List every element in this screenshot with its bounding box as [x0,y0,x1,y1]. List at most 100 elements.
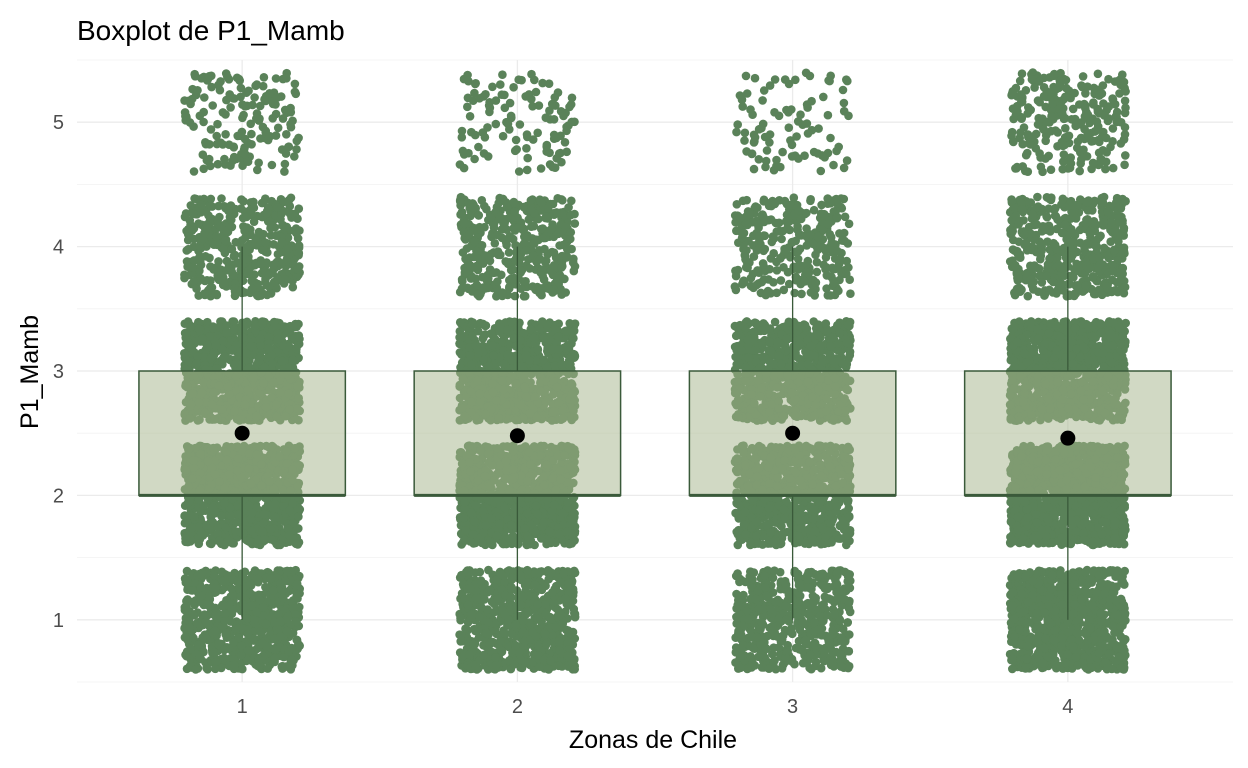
data-point [243,269,253,279]
data-point [199,164,208,174]
data-point [286,107,296,117]
data-point [291,89,301,99]
data-point [260,535,270,544]
data-point [564,578,573,588]
data-point [212,232,221,241]
data-point [214,201,223,211]
data-point [186,644,195,654]
data-point [250,566,260,575]
data-point [229,152,239,162]
data-point [268,114,278,123]
data-point [198,150,208,159]
data-point [206,353,216,363]
data-point [551,623,561,632]
data-point [273,274,282,284]
data-point [482,628,491,638]
data-point [264,343,274,353]
data-point [533,509,542,519]
data-point [242,223,252,232]
data-point [194,324,204,334]
data-point [288,282,298,292]
data-point [504,656,514,665]
data-point [212,131,221,141]
data-point [496,569,506,579]
data-point [490,607,500,617]
data-point [292,589,302,598]
data-point [202,663,211,673]
data-point [221,110,230,119]
data-point [241,348,251,358]
data-point [266,574,276,583]
data-point [561,594,571,603]
data-point [209,648,219,657]
data-point [570,664,579,674]
data-point [197,200,206,210]
data-point [264,270,274,280]
data-point [254,227,264,237]
data-point [207,82,216,92]
data-point [184,244,193,254]
data-point [543,664,553,674]
data-point [277,356,287,366]
data-point [543,566,553,575]
data-point [263,500,273,509]
data-point [181,534,190,543]
data-point [197,591,206,601]
data-point [518,592,528,602]
data-point [244,86,253,96]
data-point [288,498,298,508]
data-point [507,582,516,592]
data-point [261,582,270,592]
data-point [506,592,516,602]
data-point [206,125,216,134]
data-point [548,588,557,597]
data-point [243,629,253,639]
data-point [184,338,193,347]
data-point [209,240,219,249]
data-point [475,612,484,622]
data-point [268,359,277,369]
data-point [199,117,208,127]
data-point [556,578,565,587]
data-point [559,569,568,578]
data-point [278,114,288,123]
data-point [259,509,269,519]
data-point [180,273,189,283]
data-point [243,138,253,148]
data-point [284,244,293,253]
data-point [211,341,221,350]
data-point [456,613,465,623]
data-point [190,72,200,81]
data-point [222,628,231,638]
data-point [516,600,526,609]
data-point [479,650,488,660]
data-point [273,334,283,344]
data-point [485,639,495,649]
data-point [200,93,209,102]
data-point [558,508,567,518]
data-point [238,333,248,343]
data-point [469,639,478,649]
data-point [211,657,221,667]
data-point [208,517,218,527]
data-point [291,319,300,329]
data-point [243,656,253,665]
data-point [251,81,260,91]
data-point [211,611,220,621]
data-point [192,359,201,369]
data-point [292,344,301,354]
data-point [295,226,304,235]
data-point [570,568,580,578]
data-point [214,638,223,648]
data-point [282,74,291,83]
data-point [294,248,304,258]
data-point [507,573,517,583]
data-point [492,531,502,541]
data-point [282,130,291,139]
data-point [567,529,577,538]
data-point [499,539,508,549]
data-point [240,321,249,331]
data-point [218,276,228,286]
data-point [467,610,476,619]
